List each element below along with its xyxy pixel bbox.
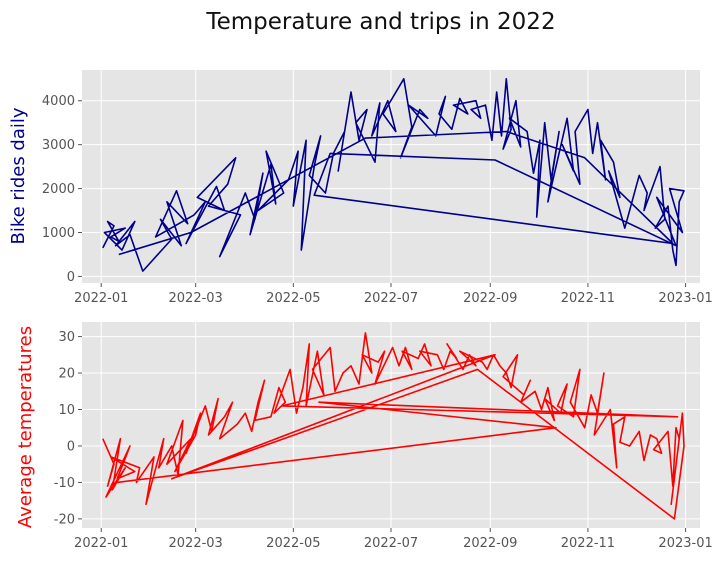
y-tick-label: 3000 (42, 138, 75, 153)
x-tick-label: 2022-07 (364, 291, 418, 306)
x-tick-label: 2022-05 (266, 291, 320, 306)
x-tick-label: 2023-01 (658, 291, 712, 306)
x-tick-label: 2023-01 (658, 536, 712, 551)
y-ticks-temperature: -20 -10 0 10 20 30 (54, 330, 82, 527)
series-line-bike-rides (102, 78, 685, 272)
x-tick-label: 2022-09 (463, 291, 517, 306)
x-tick-label: 2022-01 (74, 291, 128, 306)
y-ticks-bike-rides: 0 1000 2000 3000 4000 (42, 94, 82, 285)
x-tick-label: 2022-11 (561, 291, 615, 306)
series-line-temperature (102, 332, 685, 520)
figure-title: Temperature and trips in 2022 (205, 9, 555, 35)
x-tick-label: 2022-11 (561, 536, 615, 551)
x-tick-label: 2022-01 (74, 536, 128, 551)
x-tick-label: 2022-05 (266, 536, 320, 551)
y-tick-label: 4000 (42, 94, 75, 109)
y-tick-label: 10 (58, 403, 75, 418)
y-axis-label-temperature: Average temperatures (15, 326, 36, 528)
y-tick-label: -10 (54, 476, 75, 491)
x-tick-label: 2022-07 (364, 536, 418, 551)
y-tick-label: 2000 (42, 182, 75, 197)
x-ticks-bike-rides: 2022-01 2022-03 2022-05 2022-07 2022-09 2022-… (74, 283, 712, 306)
x-tick-label: 2022-09 (463, 536, 517, 551)
x-tick-label: 2022-03 (169, 291, 223, 306)
y-tick-label: 0 (67, 270, 75, 285)
gridlines-bike-rides (82, 70, 700, 283)
x-ticks-temperature: 2022-01 2022-03 2022-05 2022-07 2022-09 2022-… (74, 528, 712, 551)
y-tick-label: -20 (54, 512, 75, 527)
x-tick-label: 2022-03 (169, 536, 223, 551)
y-tick-label: 0 (67, 439, 75, 454)
y-tick-label: 20 (58, 367, 75, 382)
series-temperature (102, 332, 685, 520)
y-axis-label-bike-rides: Bike rides daily (8, 107, 29, 244)
series-bike-rides (102, 78, 685, 272)
y-tick-label: 30 (58, 330, 75, 345)
y-tick-label: 1000 (42, 226, 75, 241)
